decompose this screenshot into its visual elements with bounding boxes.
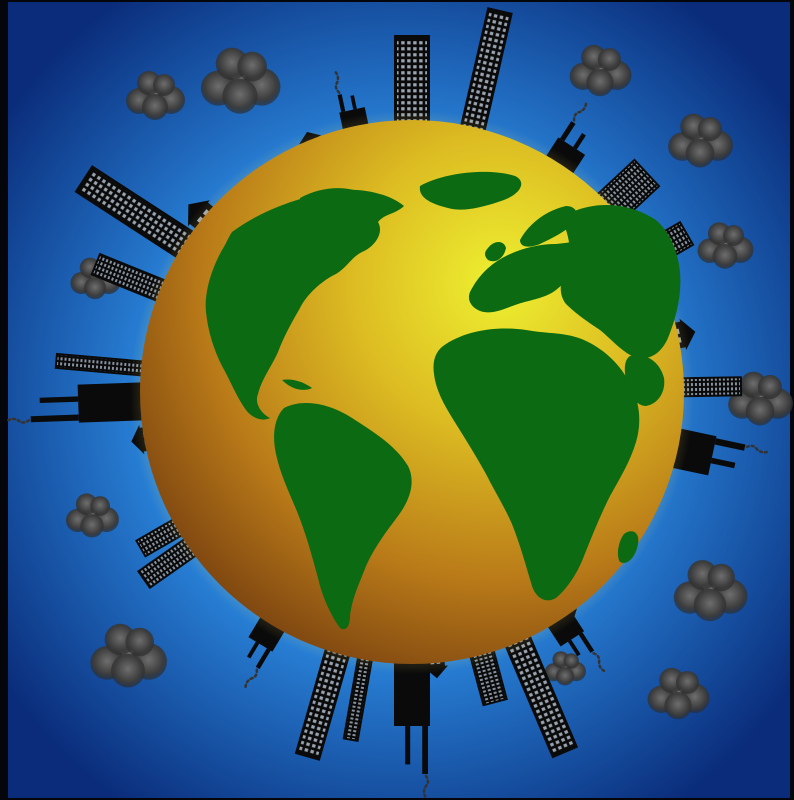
- smoke-puff: [685, 138, 715, 168]
- smoke-puff: [697, 116, 722, 142]
- smoke-puff: [745, 396, 775, 426]
- smoke-cloud: [728, 371, 793, 426]
- smoke-cloud: [697, 222, 754, 269]
- africa-shape: [433, 328, 640, 601]
- smoke-puff: [707, 563, 735, 592]
- smoke-cloud: [569, 44, 632, 97]
- arabia-shape: [624, 355, 665, 406]
- smoke-cloud: [90, 623, 167, 688]
- asia-shape: [560, 205, 681, 359]
- smoke-puff: [664, 691, 692, 720]
- smoke-cloud: [200, 47, 281, 114]
- smoke-cloud: [673, 560, 748, 622]
- smoke-puff: [83, 277, 107, 300]
- smoke-puff: [723, 225, 744, 246]
- british-isles-shape: [485, 242, 506, 262]
- smoke-puff: [586, 68, 614, 97]
- madagascar-shape: [617, 531, 639, 563]
- smoke-puff: [712, 244, 738, 269]
- earth-globe: [130, 110, 694, 674]
- greenland-shape: [419, 171, 522, 210]
- tower-building: [294, 640, 353, 761]
- smoke-cloud: [544, 651, 586, 686]
- smoke-puff: [563, 653, 579, 669]
- slab-building: [342, 648, 375, 742]
- caribbean-islands-shape: [282, 379, 312, 390]
- smoke-puff: [237, 51, 267, 82]
- smoke-cloud: [65, 493, 119, 538]
- smoke-puff: [222, 78, 258, 114]
- tower-building: [74, 165, 202, 263]
- smoke-puff: [693, 588, 727, 622]
- scandinavia-shape: [520, 206, 577, 247]
- smoke-puff: [597, 47, 621, 72]
- continents: [205, 171, 681, 630]
- smoke-clouds: [65, 44, 793, 720]
- arctic-islands-shape: [300, 188, 354, 206]
- smoke-puff: [555, 667, 575, 686]
- north-america-shape: [205, 189, 404, 420]
- slab-building: [54, 352, 152, 378]
- smoke-puff: [111, 653, 145, 688]
- smoke-puff: [80, 514, 104, 538]
- smoke-cloud: [126, 71, 185, 120]
- tower-building: [501, 627, 579, 759]
- smoke-puff: [153, 74, 175, 96]
- smoke-puff: [757, 374, 782, 400]
- south-america-shape: [274, 403, 412, 630]
- tower-building: [458, 7, 513, 140]
- smoke-cloud: [668, 113, 733, 168]
- smoke-puff: [675, 670, 699, 695]
- smoke-puff: [125, 627, 154, 657]
- smoke-puff: [90, 496, 110, 516]
- smoke-cloud: [647, 667, 710, 720]
- smoke-puff: [142, 94, 168, 120]
